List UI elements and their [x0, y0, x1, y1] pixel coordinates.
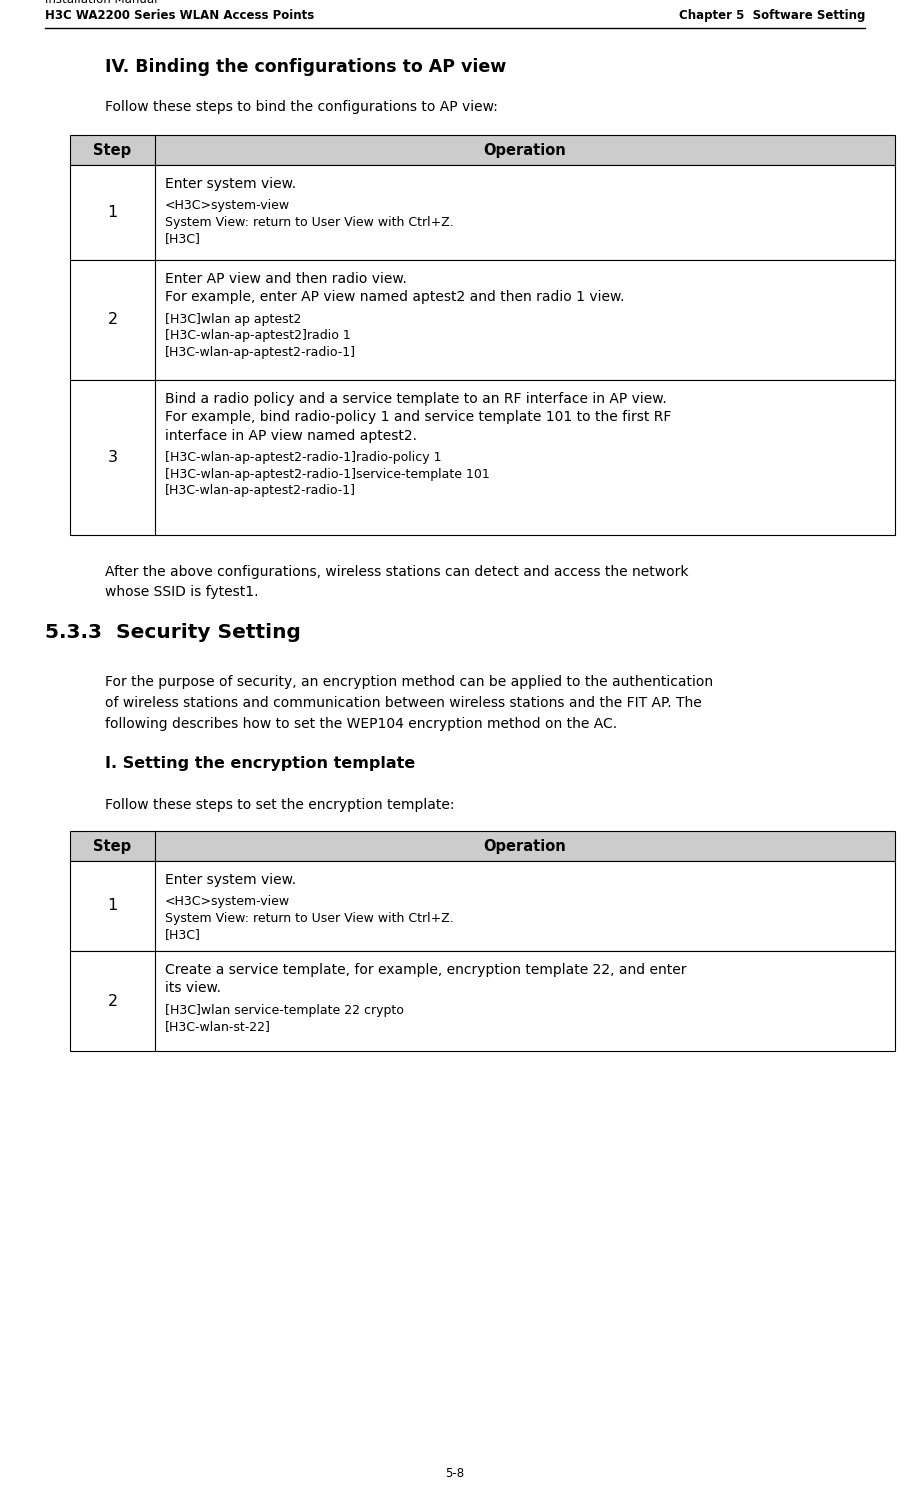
Text: Installation Manual: Installation Manual	[45, 0, 157, 6]
Text: interface in AP view named aptest2.: interface in AP view named aptest2.	[165, 429, 417, 442]
Text: 1: 1	[107, 898, 117, 914]
Text: For example, bind radio-policy 1 and service template 101 to the first RF: For example, bind radio-policy 1 and ser…	[165, 411, 672, 424]
Text: [H3C-wlan-ap-aptest2]radio 1: [H3C-wlan-ap-aptest2]radio 1	[165, 329, 350, 343]
Text: Chapter 5  Software Setting: Chapter 5 Software Setting	[679, 9, 865, 23]
Text: 5-8: 5-8	[445, 1468, 465, 1480]
Bar	[70, 165, 895, 260]
Text: Create a service template, for example, encryption template 22, and enter: Create a service template, for example, …	[165, 963, 686, 977]
Bar	[70, 260, 895, 381]
Text: [H3C]: [H3C]	[165, 233, 201, 246]
Text: [H3C-wlan-ap-aptest2-radio-1]: [H3C-wlan-ap-aptest2-radio-1]	[165, 485, 356, 497]
Text: whose SSID is fytest1.: whose SSID is fytest1.	[105, 584, 258, 599]
Text: I. Setting the encryption template: I. Setting the encryption template	[105, 757, 415, 772]
Text: System View: return to User View with Ctrl+Z.: System View: return to User View with Ct…	[165, 216, 454, 230]
Text: After the above configurations, wireless stations can detect and access the netw: After the above configurations, wireless…	[105, 565, 689, 578]
Text: [H3C]: [H3C]	[165, 929, 201, 942]
Text: [H3C]wlan service-template 22 crypto: [H3C]wlan service-template 22 crypto	[165, 1004, 404, 1018]
Text: Enter AP view and then radio view.: Enter AP view and then radio view.	[165, 272, 407, 285]
Text: System View: return to User View with Ctrl+Z.: System View: return to User View with Ct…	[165, 912, 454, 926]
Text: For example, enter AP view named aptest2 and then radio 1 view.: For example, enter AP view named aptest2…	[165, 290, 624, 305]
Bar	[70, 381, 895, 535]
Text: its view.: its view.	[165, 982, 221, 995]
Text: 2: 2	[107, 313, 117, 328]
Text: For the purpose of security, an encryption method can be applied to the authenti: For the purpose of security, an encrypti…	[105, 675, 713, 689]
Text: [H3C-wlan-st-22]: [H3C-wlan-st-22]	[165, 1021, 271, 1033]
Text: following describes how to set the WEP104 encryption method on the AC.: following describes how to set the WEP10…	[105, 717, 617, 731]
Text: 2: 2	[107, 994, 117, 1009]
Bar	[70, 134, 895, 165]
Text: 5.3.3  Security Setting: 5.3.3 Security Setting	[45, 624, 301, 642]
Bar	[70, 831, 895, 861]
Text: Follow these steps to bind the configurations to AP view:: Follow these steps to bind the configura…	[105, 100, 498, 113]
Text: [H3C-wlan-ap-aptest2-radio-1]service-template 101: [H3C-wlan-ap-aptest2-radio-1]service-tem…	[165, 468, 490, 482]
Text: [H3C]wlan ap aptest2: [H3C]wlan ap aptest2	[165, 313, 301, 326]
Text: Step: Step	[94, 838, 132, 853]
Text: <H3C>system-view: <H3C>system-view	[165, 895, 290, 909]
Text: H3C WA2200 Series WLAN Access Points: H3C WA2200 Series WLAN Access Points	[45, 9, 314, 23]
Text: Bind a radio policy and a service template to an RF interface in AP view.: Bind a radio policy and a service templa…	[165, 393, 667, 406]
Text: Enter system view.: Enter system view.	[165, 873, 296, 886]
Bar	[70, 861, 895, 951]
Text: Operation: Operation	[483, 142, 566, 157]
Text: Follow these steps to set the encryption template:: Follow these steps to set the encryption…	[105, 797, 454, 812]
Bar	[70, 951, 895, 1051]
Text: Enter system view.: Enter system view.	[165, 177, 296, 190]
Text: of wireless stations and communication between wireless stations and the FIT AP.: of wireless stations and communication b…	[105, 696, 702, 710]
Text: Step: Step	[94, 142, 132, 157]
Text: 1: 1	[107, 205, 117, 220]
Text: <H3C>system-view: <H3C>system-view	[165, 199, 290, 213]
Text: [H3C-wlan-ap-aptest2-radio-1]radio-policy 1: [H3C-wlan-ap-aptest2-radio-1]radio-polic…	[165, 451, 441, 465]
Text: 3: 3	[107, 450, 117, 465]
Text: Operation: Operation	[483, 838, 566, 853]
Text: IV. Binding the configurations to AP view: IV. Binding the configurations to AP vie…	[105, 57, 506, 76]
Text: [H3C-wlan-ap-aptest2-radio-1]: [H3C-wlan-ap-aptest2-radio-1]	[165, 346, 356, 359]
